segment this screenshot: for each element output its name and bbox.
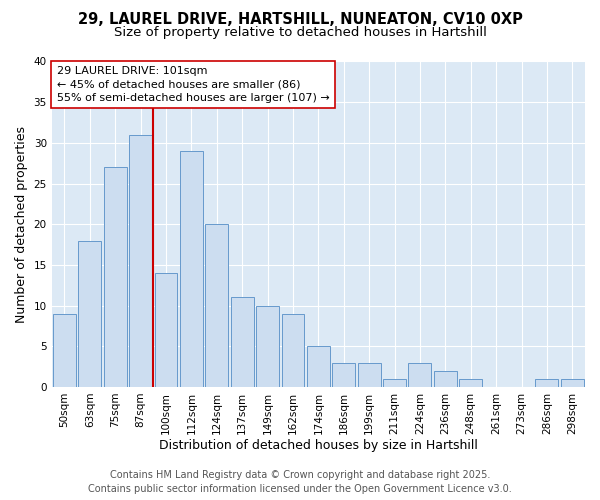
Bar — [155, 273, 178, 387]
Bar — [104, 168, 127, 387]
Bar — [256, 306, 279, 387]
X-axis label: Distribution of detached houses by size in Hartshill: Distribution of detached houses by size … — [159, 440, 478, 452]
Text: Contains HM Land Registry data © Crown copyright and database right 2025.
Contai: Contains HM Land Registry data © Crown c… — [88, 470, 512, 494]
Bar — [205, 224, 228, 387]
Bar — [358, 362, 380, 387]
Bar — [129, 134, 152, 387]
Bar — [459, 379, 482, 387]
Bar — [307, 346, 330, 387]
Text: Size of property relative to detached houses in Hartshill: Size of property relative to detached ho… — [113, 26, 487, 39]
Bar — [535, 379, 559, 387]
Bar — [53, 314, 76, 387]
Bar — [434, 370, 457, 387]
Bar — [383, 379, 406, 387]
Text: 29 LAUREL DRIVE: 101sqm
← 45% of detached houses are smaller (86)
55% of semi-de: 29 LAUREL DRIVE: 101sqm ← 45% of detache… — [57, 66, 330, 103]
Bar — [79, 240, 101, 387]
Text: 29, LAUREL DRIVE, HARTSHILL, NUNEATON, CV10 0XP: 29, LAUREL DRIVE, HARTSHILL, NUNEATON, C… — [77, 12, 523, 28]
Bar — [561, 379, 584, 387]
Bar — [180, 151, 203, 387]
Bar — [409, 362, 431, 387]
Bar — [231, 298, 254, 387]
Y-axis label: Number of detached properties: Number of detached properties — [15, 126, 28, 322]
Bar — [281, 314, 304, 387]
Bar — [332, 362, 355, 387]
